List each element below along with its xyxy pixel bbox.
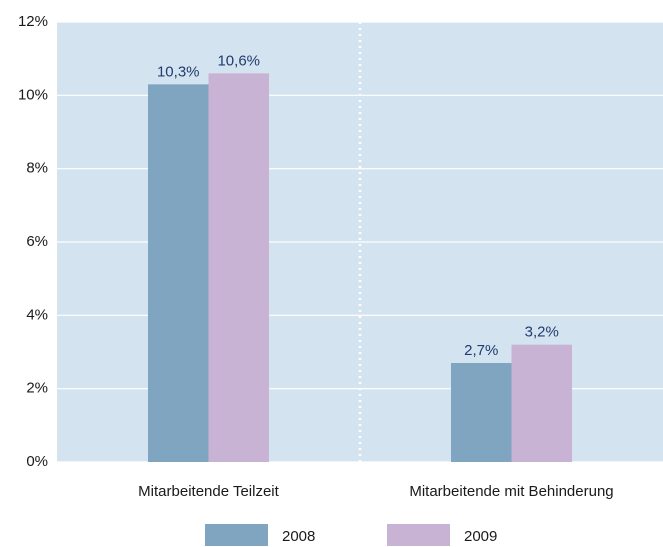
y-tick-label: 12%: [18, 13, 48, 30]
y-tick-label: 2%: [26, 380, 48, 397]
y-tick-label: 0%: [26, 453, 48, 470]
value-label: 3,2%: [525, 324, 559, 341]
bar: [451, 363, 512, 462]
y-tick-label: 4%: [26, 306, 48, 323]
legend-swatch: [205, 524, 268, 546]
y-tick-label: 8%: [26, 160, 48, 177]
x-tick-label: Mitarbeitende mit Behinderung: [409, 483, 613, 500]
y-tick-label: 10%: [18, 86, 48, 103]
legend-swatch: [387, 524, 450, 546]
value-label: 10,3%: [157, 63, 200, 80]
bar: [511, 344, 572, 462]
x-tick-label: Mitarbeitende Teilzeit: [138, 483, 279, 500]
legend-label: 2009: [464, 528, 497, 545]
value-label: 10,6%: [217, 52, 260, 69]
y-tick-label: 6%: [26, 233, 48, 250]
bar: [148, 84, 209, 462]
bar: [208, 73, 269, 462]
value-label: 2,7%: [464, 342, 498, 359]
legend-label: 2008: [282, 528, 315, 545]
